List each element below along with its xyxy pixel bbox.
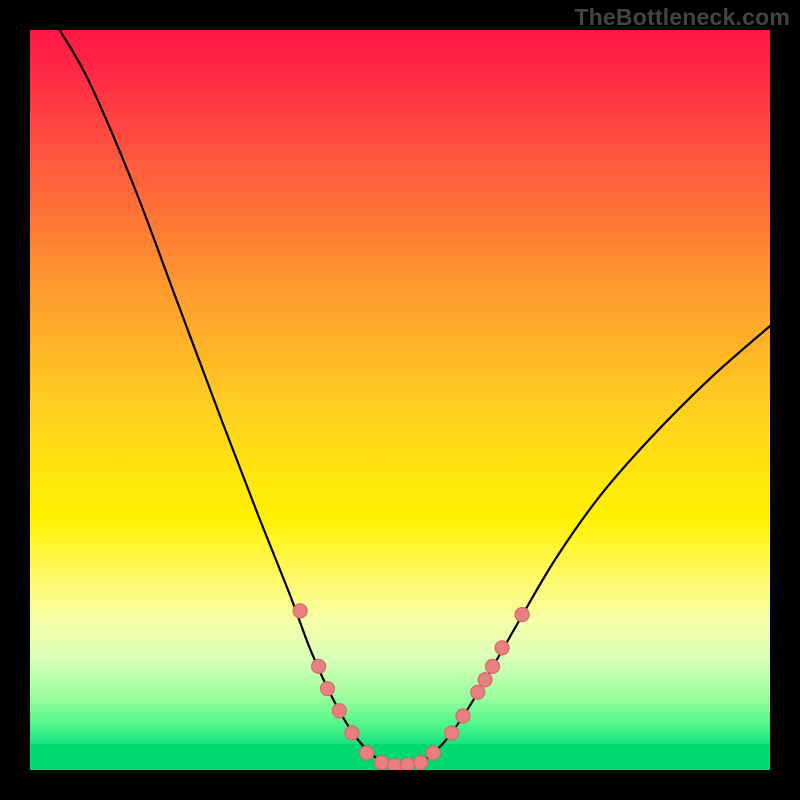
data-marker [495, 641, 509, 655]
data-marker [478, 673, 492, 687]
data-marker [360, 746, 374, 760]
data-marker [515, 608, 529, 622]
data-marker [375, 756, 389, 770]
data-marker [400, 758, 414, 770]
data-marker [388, 759, 402, 770]
data-marker [445, 726, 459, 740]
chart-stage: TheBottleneck.com [0, 0, 800, 800]
data-marker [345, 726, 359, 740]
data-marker [312, 659, 326, 673]
plot-area [30, 30, 770, 770]
data-marker [414, 756, 428, 770]
data-marker [332, 704, 346, 718]
background-gradient [30, 30, 770, 770]
watermark-text: TheBottleneck.com [574, 4, 790, 31]
data-marker [456, 709, 470, 723]
chart-svg [30, 30, 770, 770]
data-marker [486, 659, 500, 673]
data-marker [471, 685, 485, 699]
data-marker [426, 746, 440, 760]
data-marker [320, 682, 334, 696]
data-marker [293, 604, 307, 618]
